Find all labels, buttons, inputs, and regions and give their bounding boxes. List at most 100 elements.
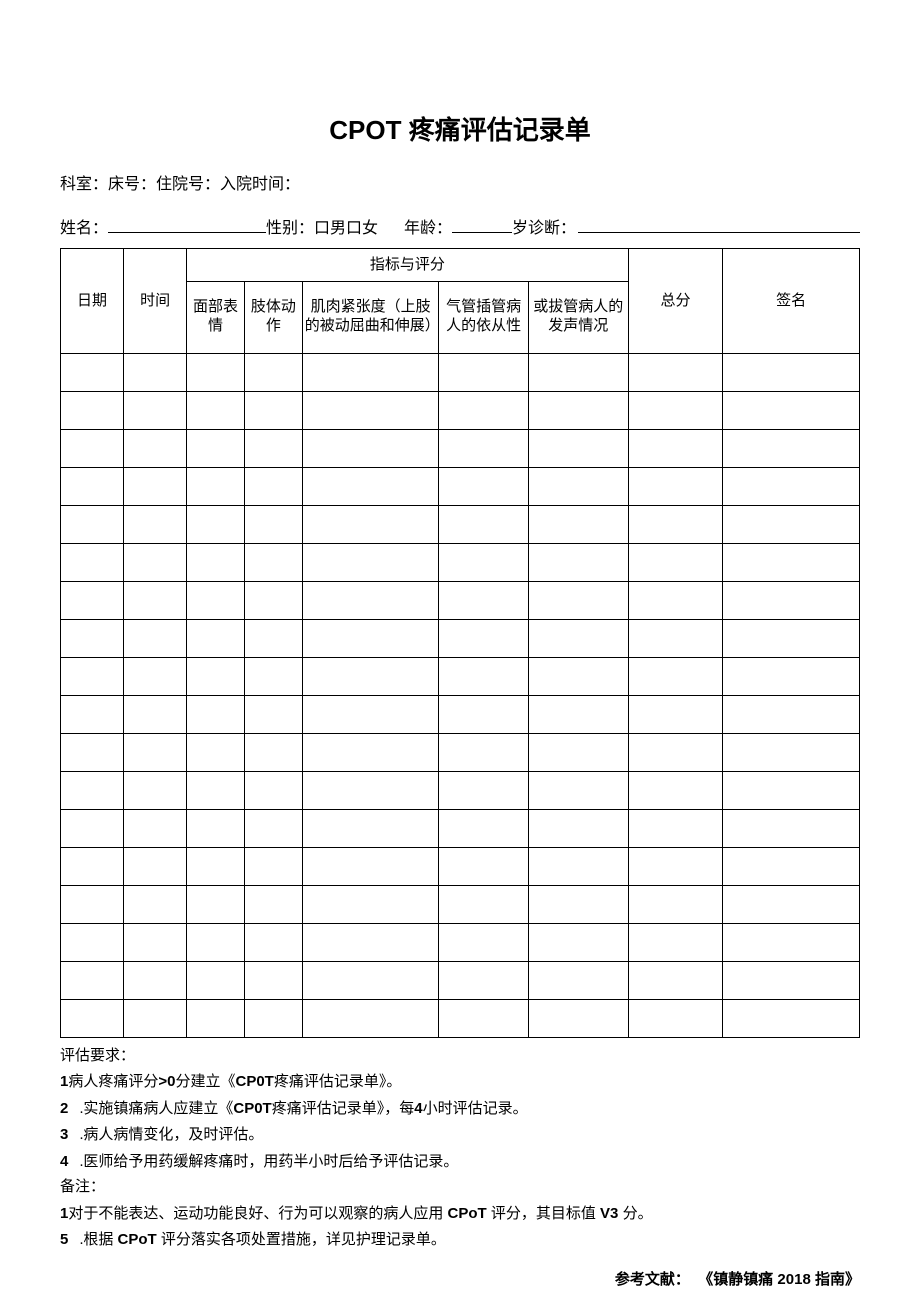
table-cell xyxy=(439,353,528,391)
header-sub-face: 面部表情 xyxy=(187,281,245,353)
table-cell xyxy=(61,391,124,429)
table-cell xyxy=(244,885,302,923)
table-body xyxy=(61,353,860,1037)
table-cell xyxy=(187,961,245,999)
table-cell xyxy=(439,809,528,847)
table-cell xyxy=(61,771,124,809)
table-cell xyxy=(439,543,528,581)
table-cell xyxy=(244,961,302,999)
table-cell xyxy=(628,505,723,543)
table-cell xyxy=(528,695,628,733)
table-row xyxy=(61,353,860,391)
table-cell xyxy=(61,961,124,999)
table-cell xyxy=(723,391,860,429)
table-cell xyxy=(528,619,628,657)
table-cell xyxy=(528,657,628,695)
age-suffix-diag-label: 岁诊断： xyxy=(512,216,576,242)
table-cell xyxy=(244,429,302,467)
table-cell xyxy=(439,885,528,923)
table-cell xyxy=(628,619,723,657)
table-cell xyxy=(244,543,302,581)
table-cell xyxy=(124,999,187,1037)
header-sub-voice: 或拔管病人的发声情况 xyxy=(528,281,628,353)
assessment-table: 日期 时间 指标与评分 总分 签名 面部表情 肢体动作 肌肉紧张度（上肢的被动屈… xyxy=(60,248,860,1038)
table-cell xyxy=(187,809,245,847)
table-cell xyxy=(723,733,860,771)
table-row xyxy=(61,961,860,999)
table-cell xyxy=(124,353,187,391)
table-cell xyxy=(124,543,187,581)
header-sub-muscle: 肌肉紧张度（上肢的被动屈曲和伸展） xyxy=(302,281,439,353)
table-cell xyxy=(439,657,528,695)
table-cell xyxy=(244,923,302,961)
table-cell xyxy=(528,353,628,391)
table-cell xyxy=(528,429,628,467)
table-row xyxy=(61,847,860,885)
requirement-3: 3 .病人病情变化，及时评估。 xyxy=(60,1122,860,1149)
table-row xyxy=(61,809,860,847)
title-prefix: CPOT xyxy=(329,115,401,145)
table-cell xyxy=(124,695,187,733)
table-cell xyxy=(187,771,245,809)
table-cell xyxy=(124,619,187,657)
table-cell xyxy=(528,809,628,847)
table-cell xyxy=(302,581,439,619)
table-cell xyxy=(244,505,302,543)
table-cell xyxy=(723,505,860,543)
table-cell xyxy=(723,429,860,467)
meta-line-2: 姓名： 性别：口男口女 年龄： 岁诊断： xyxy=(60,215,860,242)
table-row xyxy=(61,543,860,581)
table-cell xyxy=(61,999,124,1037)
table-cell xyxy=(723,885,860,923)
table-cell xyxy=(723,619,860,657)
table-cell xyxy=(187,391,245,429)
table-cell xyxy=(302,923,439,961)
table-cell xyxy=(124,391,187,429)
name-underline xyxy=(108,215,266,233)
table-cell xyxy=(628,847,723,885)
table-cell xyxy=(528,771,628,809)
table-cell xyxy=(528,999,628,1037)
table-cell xyxy=(124,467,187,505)
reference-text-b: 2018 xyxy=(773,1271,815,1288)
header-date: 日期 xyxy=(61,248,124,353)
remark-5: 5 .根据 CPoT 评分落实各项处置措施，详见护理记录单。 xyxy=(60,1227,860,1254)
table-cell xyxy=(187,353,245,391)
table-cell xyxy=(302,391,439,429)
table-cell xyxy=(61,353,124,391)
table-cell xyxy=(187,619,245,657)
header-sub-limb: 肢体动作 xyxy=(244,281,302,353)
table-cell xyxy=(244,467,302,505)
table-cell xyxy=(628,657,723,695)
table-row xyxy=(61,923,860,961)
table-cell xyxy=(628,543,723,581)
page-title: CPOT 疼痛评估记录单 xyxy=(60,110,860,152)
table-row xyxy=(61,429,860,467)
table-cell xyxy=(124,771,187,809)
table-cell xyxy=(124,885,187,923)
table-cell xyxy=(187,429,245,467)
table-cell xyxy=(124,657,187,695)
table-cell xyxy=(244,809,302,847)
table-cell xyxy=(528,961,628,999)
remark-1: 1对于不能表达、运动功能良好、行为可以观察的病人应用 CPoT 评分，其目标值 … xyxy=(60,1201,860,1228)
requirement-4: 4 .医师给予用药缓解疼痛时，用药半小时后给予评估记录。 xyxy=(60,1149,860,1176)
table-cell xyxy=(528,467,628,505)
table-cell xyxy=(61,695,124,733)
table-cell xyxy=(723,923,860,961)
table-cell xyxy=(124,923,187,961)
header-indicator-group: 指标与评分 xyxy=(187,248,629,281)
table-cell xyxy=(187,885,245,923)
table-header: 日期 时间 指标与评分 总分 签名 面部表情 肢体动作 肌肉紧张度（上肢的被动屈… xyxy=(61,248,860,353)
table-cell xyxy=(61,619,124,657)
table-cell xyxy=(302,999,439,1037)
table-cell xyxy=(302,961,439,999)
table-cell xyxy=(439,923,528,961)
table-cell xyxy=(187,543,245,581)
table-cell xyxy=(61,923,124,961)
table-cell xyxy=(124,505,187,543)
table-cell xyxy=(628,467,723,505)
table-row xyxy=(61,885,860,923)
table-cell xyxy=(528,543,628,581)
table-cell xyxy=(124,733,187,771)
